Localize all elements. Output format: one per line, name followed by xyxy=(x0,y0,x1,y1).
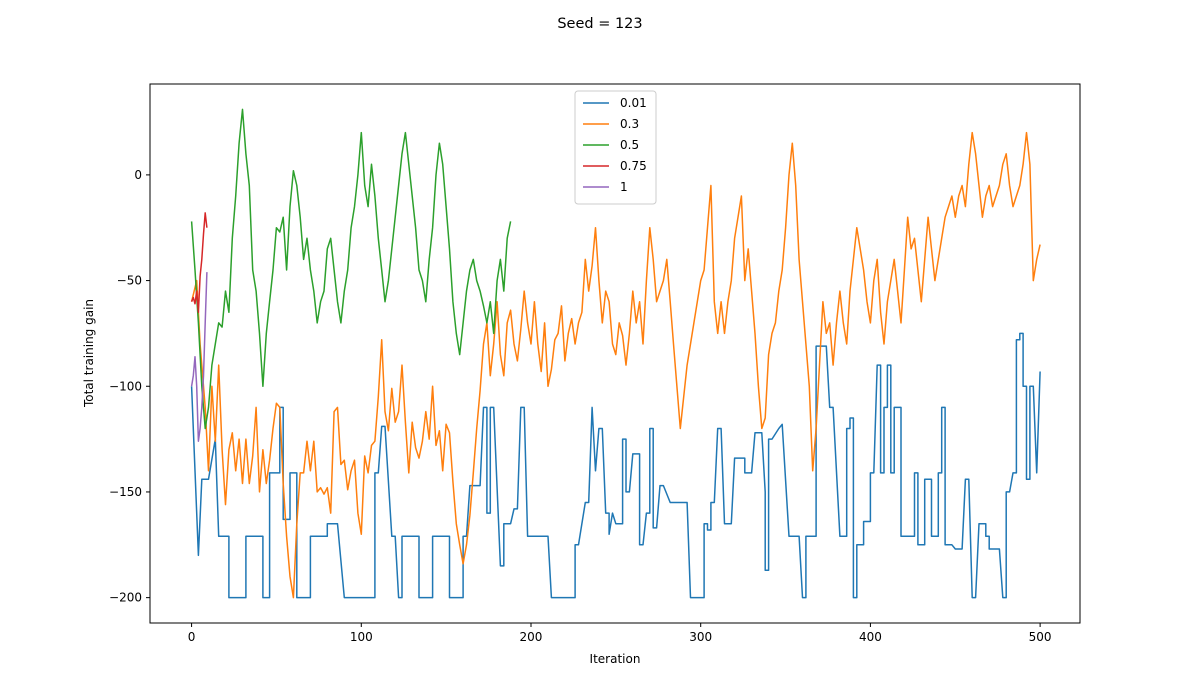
y-tick-label: −50 xyxy=(117,274,142,288)
y-tick-label: −150 xyxy=(109,485,142,499)
y-tick-label: −200 xyxy=(109,591,142,605)
legend-label: 1 xyxy=(620,180,628,194)
x-tick-label: 200 xyxy=(520,630,543,644)
series-line-0-3 xyxy=(190,131,1041,599)
legend-label: 0.5 xyxy=(620,138,639,152)
y-tick-label: −100 xyxy=(109,379,142,393)
chart-title: Seed = 123 xyxy=(557,16,642,32)
axes-layer: 0 100 200 300 400 500 −200 −150 −100 −50 0 xyxy=(109,83,1081,644)
legend: 0.01 0.3 0.5 0.75 1 xyxy=(574,90,657,205)
y-tick-label: 0 xyxy=(134,168,142,182)
y-axis-label: Total training gain xyxy=(82,299,96,408)
x-tick-label: 0 xyxy=(188,630,196,644)
legend-label: 0.01 xyxy=(620,96,647,110)
series-line-0-01 xyxy=(190,332,1041,599)
x-tick-label: 500 xyxy=(1029,630,1052,644)
series-layer xyxy=(190,108,1041,599)
x-tick-label: 400 xyxy=(859,630,882,644)
legend-label: 0.3 xyxy=(620,117,639,131)
x-tick-label: 100 xyxy=(350,630,373,644)
series-line-0-5 xyxy=(190,108,512,430)
legend-box xyxy=(574,90,657,205)
series-line-1 xyxy=(190,272,208,442)
plot-frame xyxy=(149,83,1081,624)
x-axis-label: Iteration xyxy=(590,652,641,666)
series-line-0-75 xyxy=(190,212,208,314)
legend-label: 0.75 xyxy=(620,159,647,173)
x-tick-label: 300 xyxy=(689,630,712,644)
